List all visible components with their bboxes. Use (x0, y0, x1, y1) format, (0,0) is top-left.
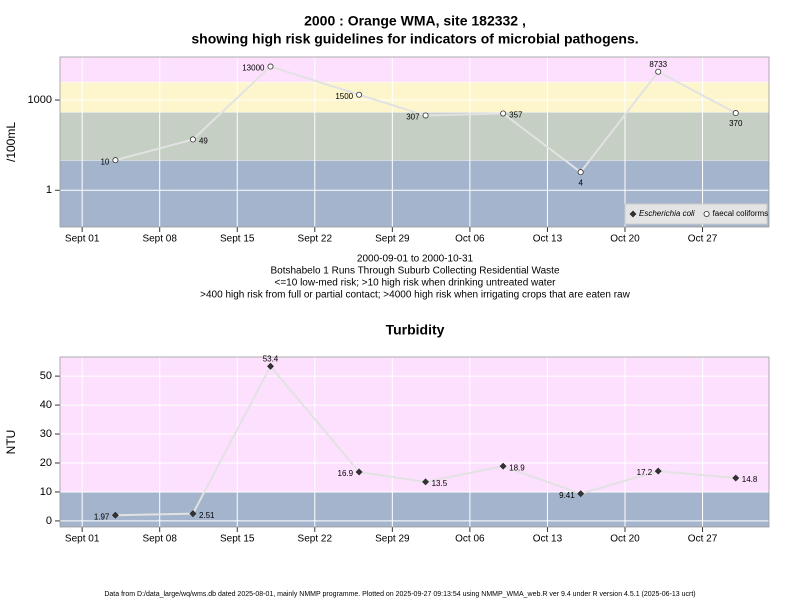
data-point (654, 467, 662, 475)
x-tick-label: Oct 06 (455, 234, 485, 245)
x-tick-label: Sept 01 (65, 234, 100, 245)
x-tick-label: Sept 29 (375, 234, 410, 245)
footer: Data from D:/data_large/wq/wms.db dated … (104, 591, 695, 598)
y-tick-label: 1000 (28, 94, 52, 106)
data-label: 9.41 (559, 491, 575, 500)
x-tick-label: Sept 22 (298, 534, 333, 545)
x-tick-label: Oct 27 (688, 534, 718, 545)
data-point (189, 136, 196, 143)
x-tick-label: Sept 01 (65, 534, 100, 545)
chart-title: showing high risk guidelines for indicat… (191, 31, 638, 47)
x-tick-label: Sept 22 (298, 234, 333, 245)
x-tick-label: Oct 13 (533, 534, 563, 545)
risk-band (60, 357, 769, 492)
data-label: 357 (509, 111, 523, 120)
legend-label: faecal coliforms (713, 209, 769, 218)
y-axis-label: /100mL (4, 122, 18, 162)
data-label: 18.9 (509, 463, 525, 472)
x-tick-label: Sept 08 (142, 534, 177, 545)
data-point (189, 510, 197, 518)
x-tick-label: Sept 15 (220, 534, 255, 545)
data-point (655, 68, 662, 75)
data-label: 2.51 (199, 511, 215, 520)
y-tick-label: 10 (40, 486, 52, 498)
plot-frame (59, 56, 770, 228)
data-point (422, 478, 430, 486)
data-point (732, 110, 739, 117)
x-tick-label: Oct 20 (610, 234, 640, 245)
data-point (267, 362, 274, 370)
data-point (112, 157, 119, 164)
data-label: 4 (578, 178, 583, 187)
y-tick-label: 1 (46, 184, 52, 196)
legend-marker (629, 210, 637, 218)
data-label: 53.4 (263, 354, 279, 363)
data-label: 307 (406, 113, 420, 122)
data-label: 16.9 (338, 469, 354, 478)
x-tick-label: Sept 08 (142, 234, 177, 245)
data-label: 8733 (649, 60, 667, 69)
y-tick-label: 40 (40, 399, 52, 411)
x-tick-label: Oct 06 (455, 534, 485, 545)
plot-frame (59, 356, 770, 528)
y-tick-label: 20 (40, 457, 52, 469)
x-tick-label: Oct 13 (533, 234, 563, 245)
data-label: 10 (100, 157, 109, 166)
x-tick-label: Oct 20 (610, 534, 640, 545)
data-label: 13.5 (432, 479, 448, 488)
risk-band (60, 112, 769, 161)
y-tick-label: 50 (40, 370, 52, 382)
data-point (577, 169, 584, 176)
data-point (422, 112, 429, 119)
legend-box (624, 203, 768, 225)
note: 2000-09-01 to 2000-10-31 (357, 254, 474, 265)
data-label: 370 (729, 119, 743, 128)
risk-band (60, 491, 769, 527)
data-point (355, 468, 363, 476)
data-label: 1500 (335, 92, 353, 101)
data-point (499, 462, 507, 470)
data-point (500, 110, 507, 117)
data-point (577, 490, 585, 498)
legend-label: Escherichia coli (639, 209, 695, 218)
note: Botshabelo 1 Runs Through Suburb Collect… (270, 266, 559, 277)
chart-title: Turbidity (386, 322, 445, 338)
risk-band (60, 81, 769, 113)
data-label: 14.8 (742, 475, 758, 484)
x-tick-label: Oct 27 (688, 234, 718, 245)
note: >400 high risk from full or partial cont… (200, 290, 630, 301)
data-label: 17.2 (637, 468, 653, 477)
chart-title: 2000 : Orange WMA, site 182332 , (304, 13, 526, 29)
data-point (111, 511, 119, 519)
data-point (267, 63, 274, 70)
x-tick-label: Sept 29 (375, 534, 410, 545)
y-tick-label: 0 (46, 515, 52, 527)
y-axis-label: NTU (4, 430, 18, 455)
data-point (356, 91, 363, 98)
note: <=10 low-med risk; >10 high risk when dr… (275, 278, 557, 289)
x-tick-label: Sept 15 (220, 234, 255, 245)
data-label: 1.97 (94, 512, 110, 521)
data-point (732, 474, 740, 482)
y-tick-label: 30 (40, 428, 52, 440)
risk-band (60, 57, 769, 82)
legend-marker (703, 210, 710, 217)
data-label: 49 (199, 137, 208, 146)
data-label: 13000 (242, 64, 265, 73)
